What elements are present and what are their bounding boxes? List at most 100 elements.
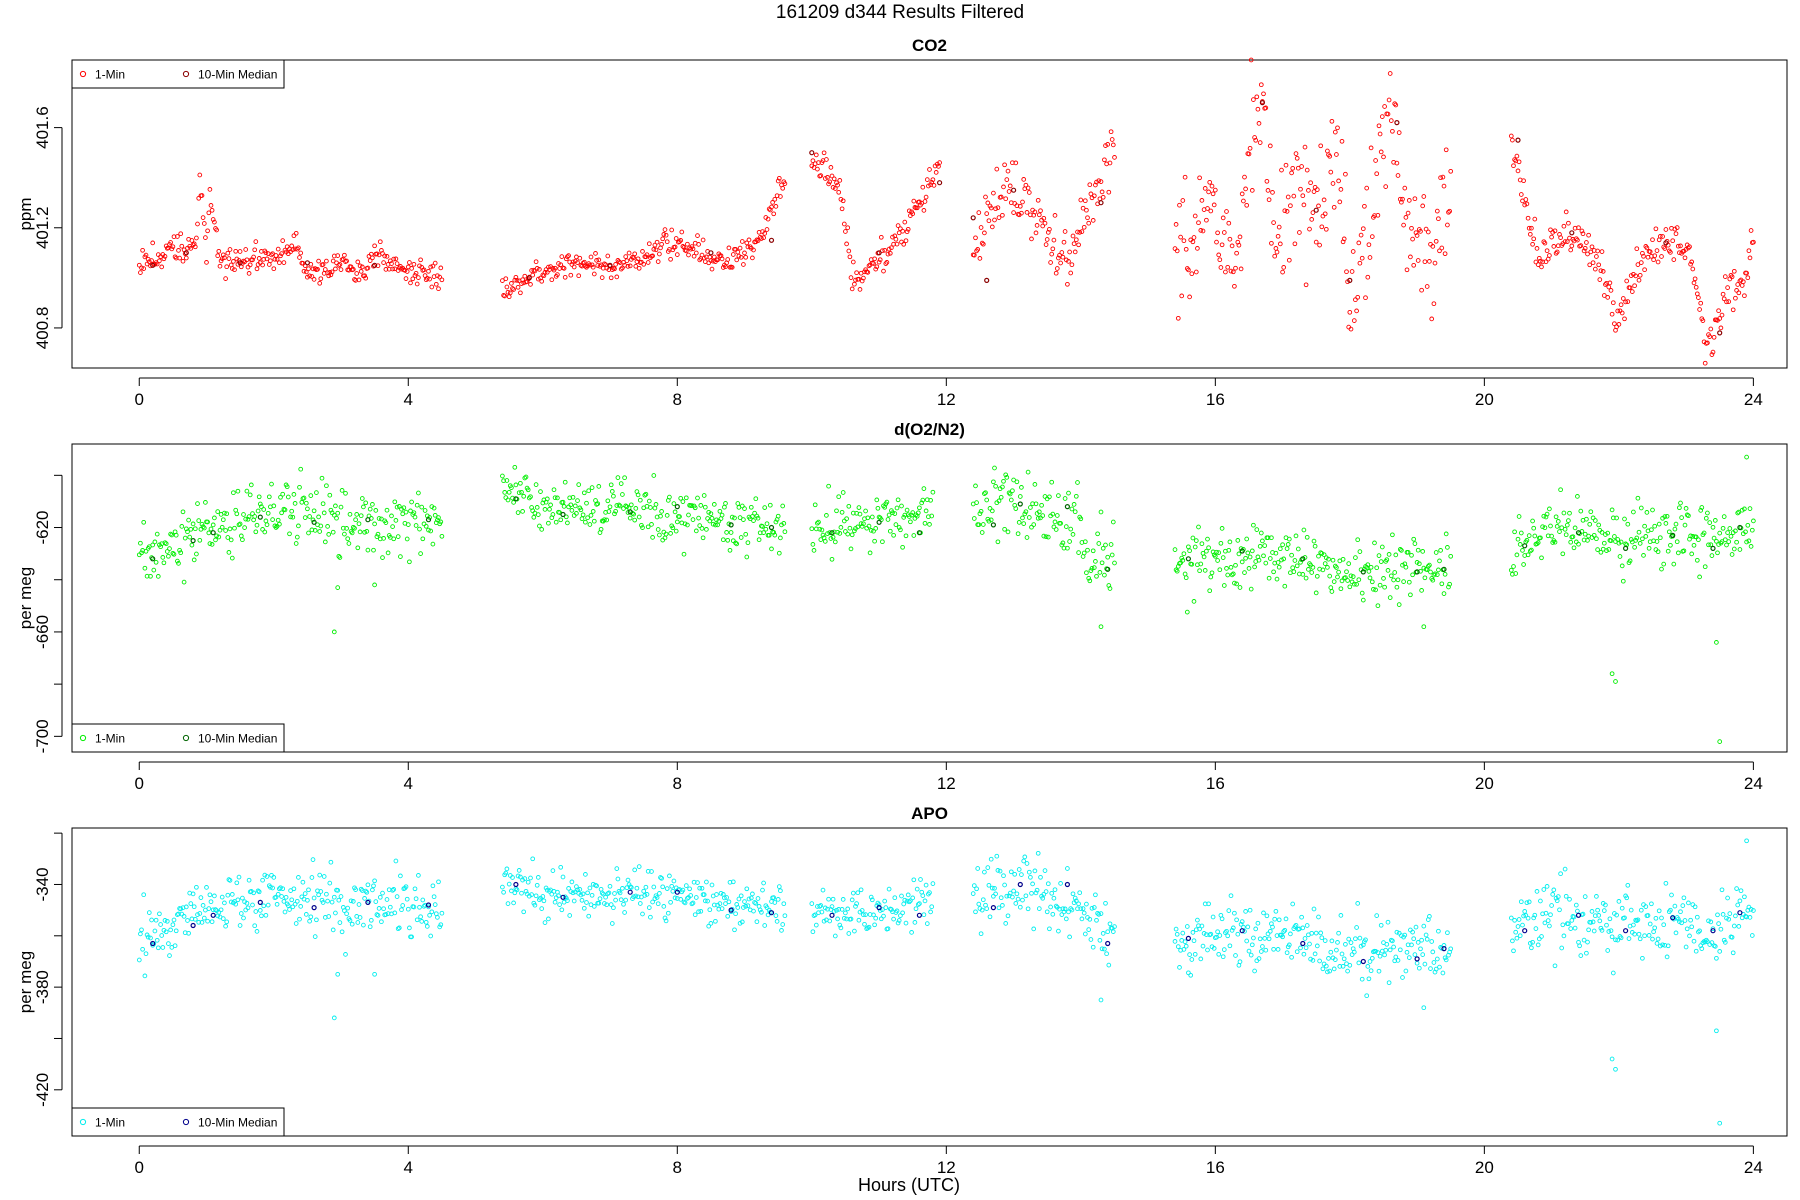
data-point-1min bbox=[1594, 536, 1599, 542]
data-point-1min bbox=[651, 884, 657, 890]
data-point-1min bbox=[918, 877, 923, 882]
data-point-1min bbox=[622, 475, 627, 481]
data-point-1min bbox=[975, 247, 981, 252]
data-point-1min bbox=[635, 492, 641, 498]
data-point-1min bbox=[899, 239, 904, 245]
data-point-1min bbox=[319, 897, 325, 903]
data-point-1min bbox=[604, 517, 610, 523]
data-point-1min bbox=[309, 274, 315, 279]
data-point-1min bbox=[1616, 899, 1622, 904]
data-point-1min bbox=[371, 547, 376, 553]
data-point-1min bbox=[1424, 936, 1430, 942]
data-point-1min bbox=[522, 475, 528, 481]
data-point-1min bbox=[1087, 578, 1093, 584]
data-point-1min bbox=[1606, 284, 1612, 290]
data-point-1min bbox=[245, 516, 251, 522]
data-point-1min bbox=[1032, 482, 1038, 487]
data-point-1min bbox=[1637, 936, 1643, 942]
data-point-1min bbox=[528, 494, 533, 500]
data-point-1min bbox=[1273, 246, 1279, 251]
data-point-median bbox=[1105, 566, 1111, 572]
data-point-1min bbox=[1087, 182, 1093, 188]
data-point-1min bbox=[422, 508, 428, 513]
data-point-1min bbox=[141, 892, 147, 898]
data-point-median bbox=[150, 556, 156, 562]
data-point-1min bbox=[188, 526, 194, 532]
data-point-1min bbox=[1403, 564, 1409, 570]
data-point-1min bbox=[243, 516, 249, 522]
data-point-1min bbox=[224, 919, 230, 925]
data-point-1min bbox=[978, 508, 984, 514]
data-point-1min bbox=[1647, 249, 1653, 255]
data-point-1min bbox=[1174, 568, 1180, 574]
legend-symbol-median bbox=[182, 1118, 190, 1126]
data-point-median bbox=[1737, 524, 1743, 531]
data-point-1min bbox=[1098, 997, 1104, 1003]
data-point-1min bbox=[347, 511, 353, 517]
data-point-1min bbox=[670, 888, 676, 894]
data-point-1min bbox=[726, 899, 732, 905]
data-point-1min bbox=[1197, 926, 1202, 932]
data-point-1min bbox=[1073, 237, 1079, 243]
data-point-1min bbox=[316, 514, 321, 520]
data-point-1min bbox=[1366, 242, 1372, 248]
data-point-1min bbox=[280, 238, 286, 243]
data-point-1min bbox=[849, 897, 855, 903]
data-point-1min bbox=[580, 891, 586, 897]
data-point-1min bbox=[987, 914, 993, 920]
data-point-1min bbox=[191, 557, 197, 563]
data-point-1min bbox=[700, 237, 706, 243]
data-point-1min bbox=[352, 525, 357, 531]
data-point-1min bbox=[413, 896, 419, 902]
data-point-1min bbox=[1093, 892, 1098, 898]
data-point-1min bbox=[1004, 893, 1010, 899]
data-point-1min bbox=[1174, 248, 1180, 254]
data-point-1min bbox=[535, 276, 541, 282]
data-point-median bbox=[1064, 504, 1071, 510]
data-point-1min bbox=[1657, 234, 1663, 239]
data-point-1min bbox=[244, 488, 250, 494]
data-point-1min bbox=[1028, 212, 1033, 218]
data-point-1min bbox=[892, 511, 898, 516]
data-point-1min bbox=[1378, 922, 1384, 928]
data-point-1min bbox=[1404, 267, 1410, 273]
data-point-1min bbox=[1613, 1066, 1618, 1072]
plot-frame bbox=[71, 443, 1788, 753]
data-point-1min bbox=[284, 244, 290, 250]
data-point-1min bbox=[1636, 931, 1642, 937]
data-point-1min bbox=[700, 535, 706, 541]
data-point-1min bbox=[275, 891, 281, 897]
data-point-1min bbox=[1205, 947, 1210, 953]
data-point-1min bbox=[259, 913, 264, 919]
data-point-1min bbox=[1197, 175, 1202, 181]
data-point-1min bbox=[1731, 268, 1737, 274]
data-point-1min bbox=[1003, 472, 1009, 478]
data-point-1min bbox=[657, 532, 662, 538]
data-point-1min bbox=[209, 207, 215, 213]
data-point-1min bbox=[1068, 526, 1074, 532]
data-point-1min bbox=[609, 921, 615, 926]
data-point-1min bbox=[1534, 541, 1540, 547]
data-point-1min bbox=[722, 504, 727, 510]
data-point-1min bbox=[1566, 921, 1571, 927]
data-point-1min bbox=[1508, 915, 1514, 921]
data-point-median bbox=[150, 940, 156, 947]
data-point-1min bbox=[1547, 506, 1552, 512]
data-point-1min bbox=[1058, 881, 1063, 886]
data-point-1min bbox=[973, 235, 978, 241]
data-point-1min bbox=[1724, 542, 1729, 548]
data-point-1min bbox=[1312, 951, 1318, 957]
data-point-1min bbox=[1585, 538, 1590, 543]
data-point-1min bbox=[660, 884, 666, 890]
data-point-1min bbox=[924, 177, 930, 182]
data-point-1min bbox=[1384, 941, 1390, 947]
data-point-1min bbox=[1263, 105, 1269, 111]
data-point-1min bbox=[294, 534, 300, 540]
data-point-1min bbox=[1717, 316, 1723, 321]
data-point-1min bbox=[300, 879, 306, 885]
data-point-1min bbox=[1215, 929, 1220, 935]
data-point-1min bbox=[824, 513, 829, 518]
data-point-1min bbox=[1649, 901, 1654, 907]
data-point-1min bbox=[839, 206, 845, 212]
data-point-median bbox=[560, 894, 566, 900]
